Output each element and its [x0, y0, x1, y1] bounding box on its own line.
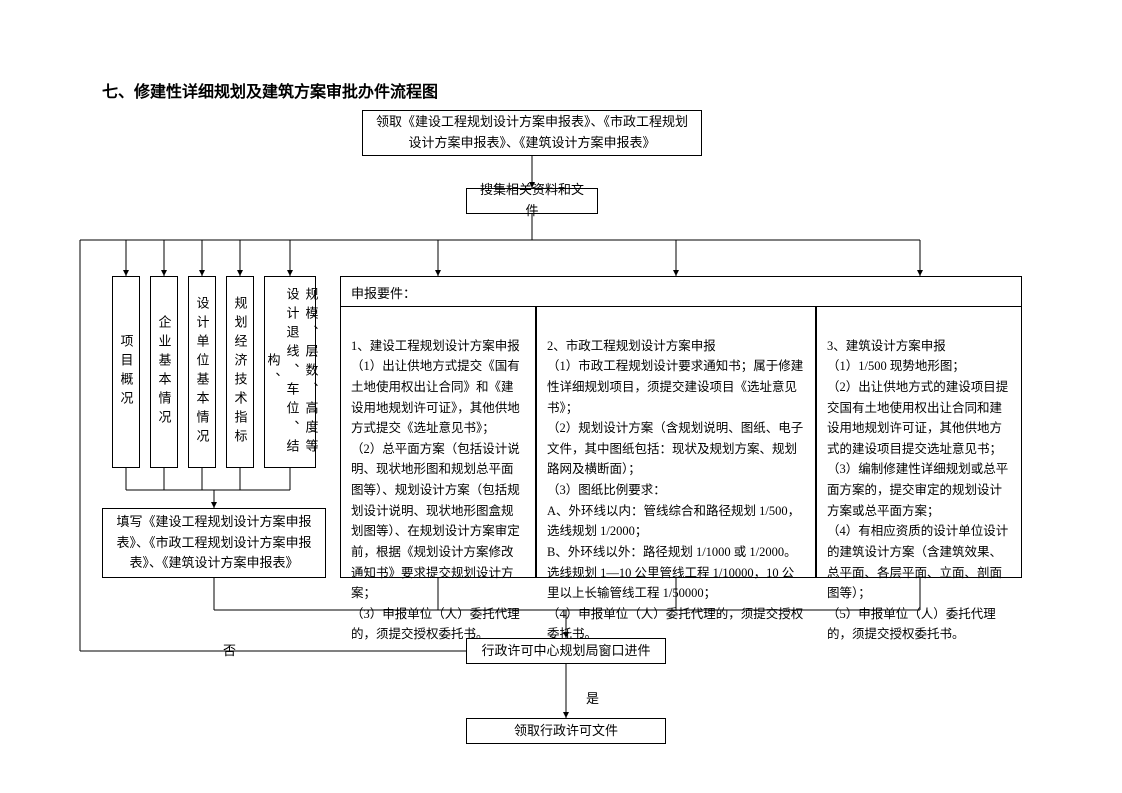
- vcol-2-text: 企业基本情况: [155, 315, 174, 429]
- vcol-5a-text: 设计退线、车位、结构、: [264, 285, 302, 459]
- node-step1: 领取《建设工程规划设计方案申报表》、《市政工程规划设计方案申报表》、《建筑设计方…: [362, 110, 702, 156]
- req-col-2: 2、市政工程规划设计方案申报 （1）市政工程规划设计要求通知书；属于修建性详细规…: [536, 306, 816, 578]
- req-col-2-text: 2、市政工程规划设计方案申报 （1）市政工程规划设计要求通知书；属于修建性详细规…: [547, 339, 803, 642]
- node-fill-form-text: 填写《建设工程规划设计方案申报表》、《市政工程规划设计方案申报表》、《建筑设计方…: [111, 512, 317, 574]
- req-header: 申报要件：: [340, 276, 1022, 306]
- node-get: 领取行政许可文件: [466, 718, 666, 744]
- node-step1-text: 领取《建设工程规划设计方案申报表》、《市政工程规划设计方案申报表》、《建筑设计方…: [371, 112, 693, 154]
- label-no: 否: [223, 640, 236, 659]
- req-col-1-text: 1、建设工程规划设计方案申报 （1）出让供地方式提交《国有土地使用权出让合同》和…: [351, 339, 520, 642]
- vcol-1-text: 项目概况: [117, 334, 136, 410]
- req-col-3-text: 3、建筑设计方案申报 （1）1/500 现势地形图； （2）出让供地方式的建设项…: [827, 339, 1008, 642]
- vcol-4: 规划经济技术指标: [226, 276, 254, 468]
- vcol-1: 项目概况: [112, 276, 140, 468]
- flowchart-page: 七、修建性详细规划及建筑方案审批办件流程图 领取《建设工程规划设计方案申报表》、…: [0, 0, 1122, 793]
- vcol-4-text: 规划经济技术指标: [231, 296, 250, 448]
- node-get-text: 领取行政许可文件: [514, 721, 618, 742]
- vcol-3: 设计单位基本情况: [188, 276, 216, 468]
- node-submit: 行政许可中心规划局窗口进件: [466, 638, 666, 664]
- page-title: 七、修建性详细规划及建筑方案审批办件流程图: [102, 78, 438, 102]
- req-col-1: 1、建设工程规划设计方案申报 （1）出让供地方式提交《国有土地使用权出让合同》和…: [340, 306, 536, 578]
- vcol-2: 企业基本情况: [150, 276, 178, 468]
- vcol-5: 设计退线、车位、结构、 规模、层数、高度等: [264, 276, 316, 468]
- vcol-3-text: 设计单位基本情况: [193, 296, 212, 448]
- label-yes: 是: [586, 688, 599, 707]
- node-step2: 搜集相关资料和文件: [466, 188, 598, 214]
- req-col-3: 3、建筑设计方案申报 （1）1/500 现势地形图； （2）出让供地方式的建设项…: [816, 306, 1022, 578]
- node-submit-text: 行政许可中心规划局窗口进件: [481, 641, 650, 662]
- node-fill-form: 填写《建设工程规划设计方案申报表》、《市政工程规划设计方案申报表》、《建筑设计方…: [102, 508, 326, 578]
- node-step2-text: 搜集相关资料和文件: [475, 180, 589, 222]
- req-header-text: 申报要件：: [351, 286, 416, 301]
- vcol-5b-text: 规模、层数、高度等: [302, 287, 321, 458]
